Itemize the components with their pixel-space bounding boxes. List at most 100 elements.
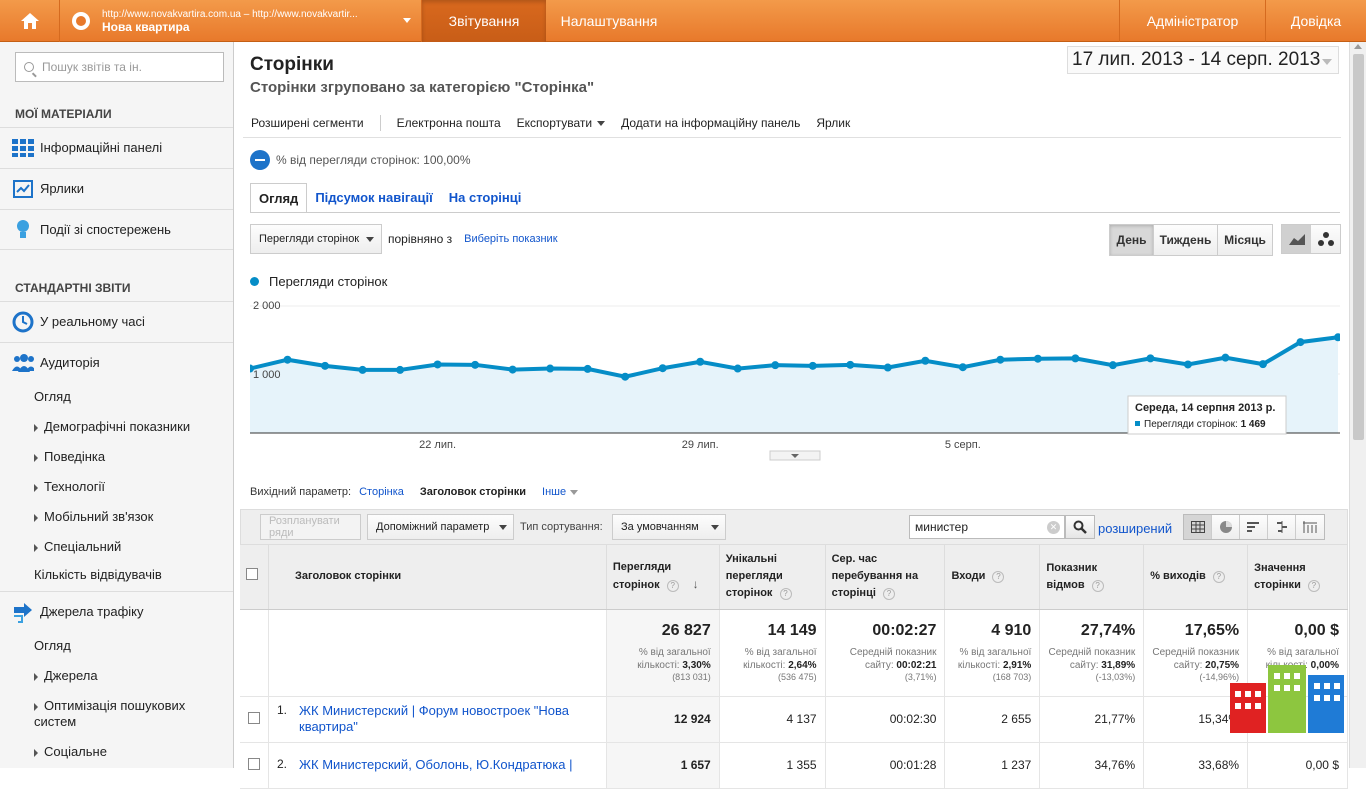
total-value: 0,00 $	[1294, 621, 1339, 639]
sidebar-item-audience[interactable]: Аудиторія	[0, 342, 233, 382]
report-search-input[interactable]: Пошук звітів та ін.	[15, 52, 224, 82]
sidebar-subitem-overview[interactable]: Огляд	[34, 389, 71, 404]
shortcut-icon	[12, 179, 34, 199]
data-point	[546, 364, 555, 373]
shortcut-button[interactable]: Ярлик	[816, 115, 851, 130]
pivot-view-button[interactable]	[1296, 515, 1324, 539]
help-icon[interactable]: ?	[1307, 579, 1320, 592]
sidebar-item-shortcuts[interactable]: Ярлики	[0, 168, 233, 208]
column-header-pageviews[interactable]: Перегляди сторінок ? ↓	[606, 545, 720, 610]
metric-select[interactable]: Перегляди сторінок	[250, 224, 382, 254]
help-icon[interactable]: ?	[1091, 579, 1104, 592]
help-link[interactable]: Довідка	[1265, 0, 1366, 42]
secondary-dimension-select[interactable]: Допоміжний параметр	[367, 514, 514, 540]
page-scrollbar[interactable]	[1349, 42, 1366, 768]
y-tick-label: 1 000	[253, 369, 281, 381]
period-week-button[interactable]: Тиждень	[1154, 225, 1218, 255]
segment-indicator[interactable]: % від перегляди сторінок: 100,00%	[250, 150, 471, 170]
export-button[interactable]: Експортувати	[509, 116, 613, 130]
sidebar-subitem-mobile[interactable]: Мобільний зв'язок	[34, 509, 153, 524]
tab-overview[interactable]: Огляд	[250, 183, 308, 213]
x-tick-label: 22 лип.	[419, 439, 456, 451]
row-title-link[interactable]: ЖК Министерский | Форум новостроек "Нова…	[299, 703, 569, 734]
total-label: % від загальної кількості:	[637, 646, 711, 671]
select-metric-link[interactable]: Виберіть показник	[464, 233, 558, 245]
sidebar-item-traffic-sources[interactable]: Джерела трафіку	[0, 591, 233, 631]
motion-chart-button[interactable]	[1311, 225, 1340, 253]
admin-link[interactable]: Адміністратор	[1119, 0, 1265, 42]
pie-view-button[interactable]	[1212, 515, 1240, 539]
column-header-unique-pageviews[interactable]: Унікальні перегляди сторінок ?	[719, 545, 826, 610]
advanced-filter-link[interactable]: розширений	[1098, 521, 1173, 536]
column-header-exit-rate[interactable]: % виходів ?	[1143, 545, 1249, 610]
sidebar-subitem-seo[interactable]: Оптимізація пошукових систем	[34, 698, 214, 730]
filter-search-button[interactable]	[1065, 515, 1095, 539]
help-icon[interactable]: ?	[1212, 571, 1225, 584]
sidebar-subitem-technology[interactable]: Технології	[34, 479, 105, 494]
column-header-bounce-rate[interactable]: Показник відмов ?	[1039, 545, 1145, 610]
table-filter-input[interactable]: министер ✕	[909, 515, 1065, 539]
search-icon	[24, 62, 34, 72]
chart-tooltip	[1127, 395, 1287, 435]
column-header-entrances[interactable]: Входи ?	[944, 545, 1041, 610]
sidebar-subitem-custom[interactable]: Спеціальний	[34, 539, 121, 554]
help-icon[interactable]: ?	[992, 571, 1005, 584]
date-range-picker[interactable]: 17 лип. 2013 - 14 серп. 2013	[1067, 46, 1339, 74]
sidebar-item-label: Події зі спостережень	[40, 222, 171, 237]
period-month-button[interactable]: Місяць	[1218, 225, 1272, 255]
table-view-button[interactable]	[1184, 515, 1212, 539]
line-chart-button[interactable]	[1282, 225, 1311, 253]
column-header-page-value[interactable]: Значення сторінки ?	[1247, 545, 1348, 610]
primary-dimension-row: Вихідний параметр: Сторінка Заголовок ст…	[250, 486, 578, 498]
cell-avg-time: 00:02:30	[825, 696, 946, 743]
plot-rows-button[interactable]: Розпланувати ряди	[260, 514, 361, 540]
email-button[interactable]: Електронна пошта	[396, 115, 501, 130]
account-selector[interactable]: http://www.novakvartira.com.ua – http://…	[60, 0, 422, 42]
help-icon[interactable]: ?	[779, 588, 792, 601]
advanced-segments-button[interactable]: Розширені сегменти	[251, 115, 364, 130]
sidebar-subitem-demographics[interactable]: Демографічні показники	[34, 419, 190, 434]
period-day-button[interactable]: День	[1110, 225, 1154, 255]
sidebar-subitem-traffic-overview[interactable]: Огляд	[34, 638, 71, 653]
comparison-view-button[interactable]	[1268, 515, 1296, 539]
sidebar-item-realtime[interactable]: У реальному часі	[0, 301, 233, 341]
sidebar-item-intelligence-events[interactable]: Події зі спостережень	[0, 209, 233, 249]
pie-chart-icon	[1219, 521, 1232, 533]
sort-type-select[interactable]: За умовчанням	[612, 514, 726, 540]
home-button[interactable]	[0, 0, 60, 42]
tab-in-page[interactable]: На сторінці	[448, 190, 522, 205]
tab-navigation-summary[interactable]: Підсумок навігації	[315, 190, 433, 205]
sidebar-item-label: У реальному часі	[40, 314, 145, 329]
data-point	[1033, 354, 1042, 363]
column-header-page-title[interactable]: Заголовок сторінки	[268, 545, 607, 610]
performance-view-button[interactable]	[1240, 515, 1268, 539]
header-label: Унікальні перегляди сторінок	[725, 553, 783, 600]
column-header-avg-time[interactable]: Сер. час перебування на сторінці ?	[825, 545, 946, 610]
add-to-dashboard-button[interactable]: Додати на інформаційну панель	[621, 115, 801, 130]
help-icon[interactable]: ?	[666, 580, 679, 593]
sidebar-subitem-visitors-flow[interactable]: Кількість відвідувачів	[34, 567, 162, 582]
dimension-other-link[interactable]: Інше	[542, 486, 578, 498]
sidebar-subitem-sources[interactable]: Джерела	[34, 668, 98, 683]
clear-icon[interactable]: ✕	[1047, 521, 1060, 534]
row-title-link[interactable]: ЖК Министерский, Оболонь, Ю.Кондратюка |	[299, 757, 573, 772]
select-all-checkbox[interactable]	[246, 567, 258, 580]
home-icon	[20, 13, 39, 29]
data-point	[583, 364, 592, 373]
dimension-page-link[interactable]: Сторінка	[359, 486, 404, 498]
scrollbar-thumb[interactable]	[1353, 54, 1364, 440]
tab-reporting[interactable]: Звітування	[422, 0, 546, 42]
row-checkbox[interactable]	[248, 711, 260, 724]
tab-settings[interactable]: Налаштування	[560, 13, 658, 29]
sidebar-item-dashboards[interactable]: Інформаційні панелі	[0, 127, 233, 167]
sidebar-subitem-behavior[interactable]: Поведінка	[34, 449, 105, 464]
chevron-down-icon	[791, 454, 799, 458]
pageviews-chart[interactable]: 2 000 1 000 22 лип. 29 лип. 5 серп. Середа, 1…	[250, 296, 1340, 466]
data-point	[1296, 338, 1305, 347]
sidebar-subitem-social[interactable]: Соціальне	[34, 744, 107, 759]
total-percent: 0,00%	[1310, 659, 1339, 671]
help-icon[interactable]: ?	[882, 588, 895, 601]
total-label: % від загальної кількості:	[957, 646, 1032, 671]
tooltip-title: Середа, 14 серпня 2013 р.	[1135, 402, 1275, 414]
x-tick-label: 29 лип.	[682, 439, 719, 451]
